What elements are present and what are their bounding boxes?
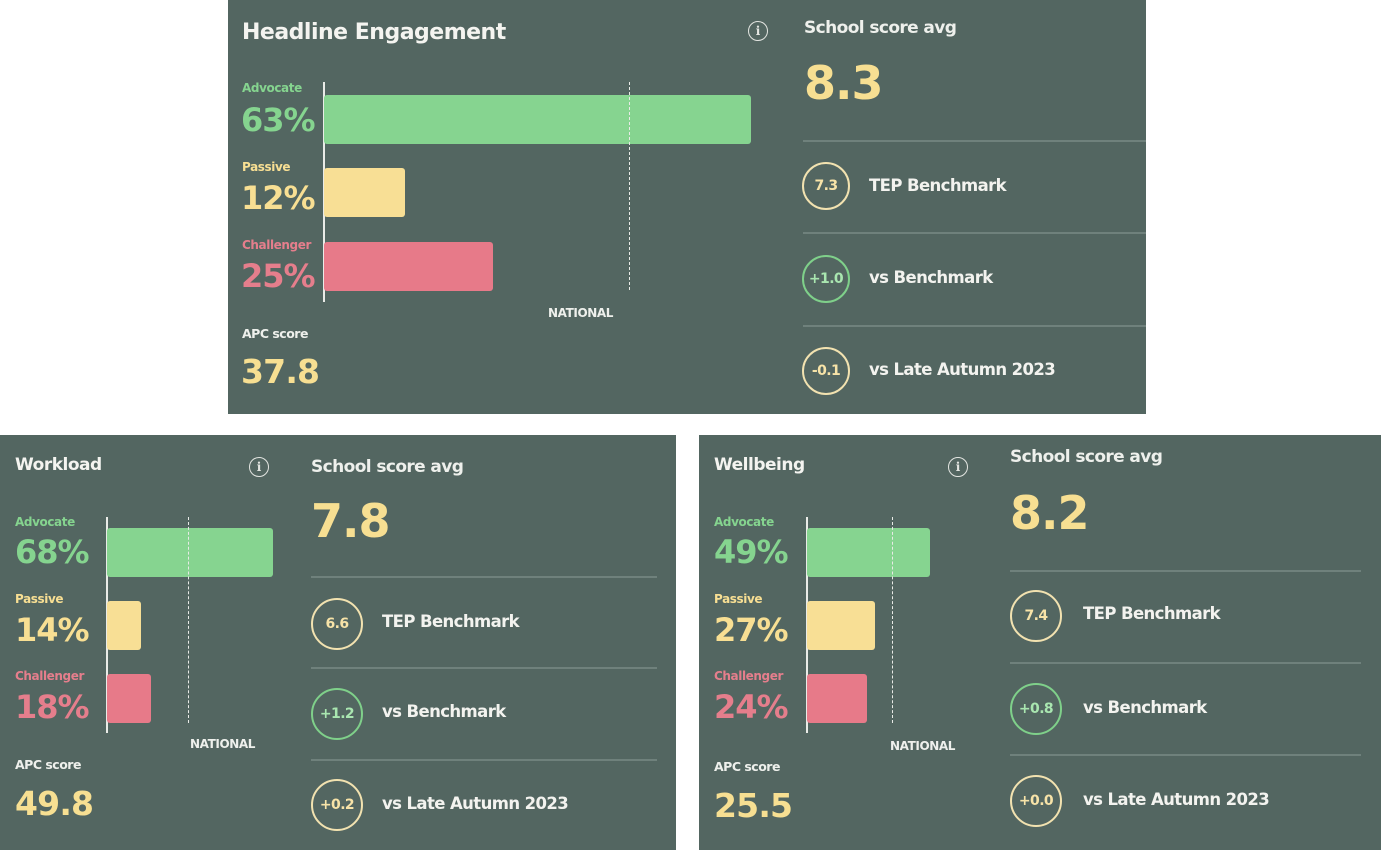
info-icon[interactable]: i [249, 457, 269, 477]
challenger-bar [324, 242, 494, 291]
vs-benchmark-label: vs Benchmark [869, 268, 993, 287]
challenger-percent: 18% [15, 688, 90, 726]
passive-bar [324, 168, 406, 217]
school-score-avg-label: School score avg [311, 457, 464, 477]
challenger-bar [107, 674, 151, 723]
passive-label: Passive [714, 592, 763, 606]
national-line [187, 517, 189, 723]
chart-axis [806, 517, 808, 733]
challenger-label: Challenger [15, 669, 85, 683]
advocate-label: Advocate [242, 81, 302, 95]
advocate-label: Advocate [15, 515, 75, 529]
divider [803, 140, 1146, 142]
vs-benchmark-label: vs Benchmark [1083, 698, 1207, 717]
tep-benchmark-circle: 7.4 [1010, 590, 1062, 642]
apc-label: APC score [15, 757, 81, 772]
vs-late-autumn-circle: +0.0 [1010, 775, 1062, 827]
divider [311, 667, 657, 669]
challenger-bar [807, 674, 867, 723]
apc-value: 25.5 [714, 786, 793, 825]
school-score-avg-label: School score avg [804, 18, 957, 38]
vs-late-autumn-label: vs Late Autumn 2023 [1083, 790, 1270, 809]
tep-benchmark-label: TEP Benchmark [382, 612, 520, 631]
vs-benchmark-label: vs Benchmark [382, 702, 506, 721]
school-score-avg-value: 8.2 [1010, 486, 1089, 540]
vs-benchmark-circle: +0.8 [1010, 683, 1062, 735]
challenger-label: Challenger [714, 669, 784, 683]
panel-title: Workload [15, 455, 102, 475]
national-label: NATIONAL [548, 306, 614, 320]
advocate-percent: 63% [241, 101, 316, 139]
national-label: NATIONAL [890, 739, 956, 753]
vs-late-autumn-label: vs Late Autumn 2023 [869, 360, 1056, 379]
vs-late-autumn-circle: -0.1 [802, 347, 850, 395]
advocate-bar [807, 528, 930, 577]
advocate-bar [107, 528, 273, 577]
passive-label: Passive [15, 592, 64, 606]
passive-bar [807, 601, 875, 650]
info-icon[interactable]: i [748, 21, 768, 41]
passive-percent: 14% [15, 611, 90, 649]
passive-bar [107, 601, 142, 650]
apc-label: APC score [714, 759, 780, 774]
passive-label: Passive [242, 160, 291, 174]
challenger-percent: 24% [714, 688, 789, 726]
tep-benchmark-label: TEP Benchmark [869, 176, 1007, 195]
vs-benchmark-circle: +1.2 [311, 688, 363, 740]
panel-title: Headline Engagement [242, 20, 506, 45]
panel-title: Wellbeing [714, 455, 805, 475]
divider [1010, 662, 1361, 664]
info-icon[interactable]: i [948, 457, 968, 477]
school-score-avg-value: 8.3 [804, 56, 883, 110]
workload-panel: Workload i Advocate 68% Passive 14% Chal… [0, 435, 676, 850]
divider [1010, 570, 1361, 572]
passive-percent: 27% [714, 611, 789, 649]
divider [1010, 754, 1361, 756]
national-line [628, 82, 630, 290]
vs-late-autumn-label: vs Late Autumn 2023 [382, 794, 569, 813]
advocate-label: Advocate [714, 515, 774, 529]
advocate-percent: 68% [15, 533, 90, 571]
wellbeing-panel: Wellbeing i Advocate 49% Passive 27% Cha… [699, 435, 1381, 850]
passive-percent: 12% [241, 179, 316, 217]
divider [311, 576, 657, 578]
vs-benchmark-circle: +1.0 [802, 255, 850, 303]
advocate-percent: 49% [714, 533, 789, 571]
apc-label: APC score [242, 326, 308, 341]
tep-benchmark-label: TEP Benchmark [1083, 604, 1221, 623]
challenger-percent: 25% [241, 257, 316, 295]
divider [803, 232, 1146, 234]
advocate-bar [324, 95, 751, 144]
challenger-label: Challenger [242, 238, 312, 252]
tep-benchmark-circle: 7.3 [802, 162, 850, 210]
chart-axis [106, 517, 108, 733]
divider [803, 325, 1146, 327]
apc-value: 49.8 [15, 784, 94, 823]
headline-engagement-panel: Headline Engagement i Advocate 63% Passi… [228, 0, 1146, 414]
school-score-avg-label: School score avg [1010, 447, 1163, 467]
national-label: NATIONAL [190, 737, 256, 751]
apc-value: 37.8 [241, 352, 320, 391]
divider [311, 759, 657, 761]
tep-benchmark-circle: 6.6 [311, 598, 363, 650]
national-line [892, 517, 893, 723]
school-score-avg-value: 7.8 [311, 494, 390, 548]
vs-late-autumn-circle: +0.2 [311, 779, 363, 831]
chart-axis [323, 82, 325, 302]
